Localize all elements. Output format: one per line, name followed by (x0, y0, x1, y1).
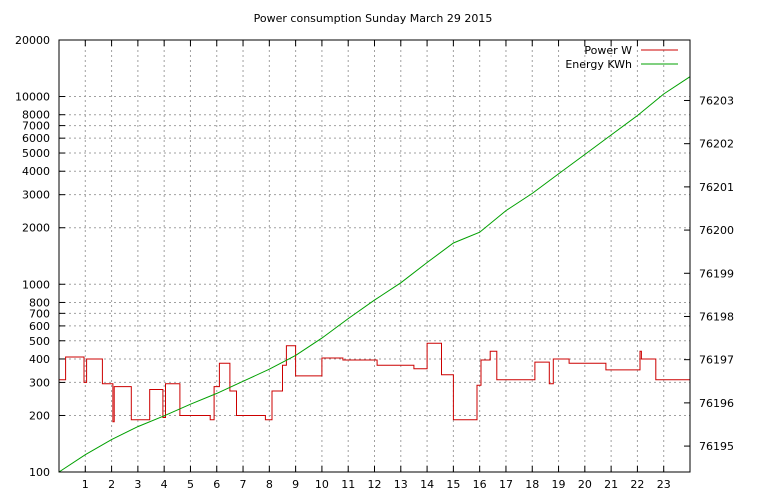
series-line-1 (59, 342, 690, 423)
y-left-tick-label: 20000 (15, 34, 50, 47)
x-tick-label: 12 (368, 478, 382, 491)
y-left-tick-label: 10000 (15, 91, 50, 104)
x-tick-label: 3 (134, 478, 141, 491)
x-tick-label: 4 (161, 478, 168, 491)
x-tick-label: 8 (266, 478, 273, 491)
grid-layer (59, 40, 690, 472)
y-left-tick-label: 100 (29, 466, 50, 479)
y-right-tick-label: 76203 (699, 94, 734, 107)
y-right-tick-label: 76195 (699, 440, 734, 453)
legend-label: Power W (584, 44, 632, 57)
y-right-tick-label: 76196 (699, 397, 734, 410)
x-tick-label: 5 (187, 478, 194, 491)
series-line-2 (58, 76, 691, 473)
x-tick-label: 6 (213, 478, 220, 491)
y-left-tick-label: 800 (29, 296, 50, 309)
x-tick-label: 14 (420, 478, 434, 491)
y-left-tick-label: 6000 (22, 132, 50, 145)
x-tick-label: 9 (292, 478, 299, 491)
x-tick-label: 13 (394, 478, 408, 491)
legend-label: Energy KWh (565, 58, 632, 71)
y-right-tick-label: 76197 (699, 354, 734, 367)
x-tick-label: 21 (604, 478, 618, 491)
x-tick-label: 16 (473, 478, 487, 491)
x-tick-label: 1 (82, 478, 89, 491)
x-tick-label: 22 (630, 478, 644, 491)
y-right-tick-label: 76201 (699, 181, 734, 194)
x-tick-label: 19 (552, 478, 566, 491)
chart-title: Power consumption Sunday March 29 2015 (254, 12, 493, 25)
y-left-tick-label: 7000 (22, 120, 50, 133)
x-tick-label: 17 (499, 478, 513, 491)
x-tick-label: 15 (446, 478, 460, 491)
y-left-tick-label: 500 (29, 335, 50, 348)
y-left-tick-label: 4000 (22, 165, 50, 178)
y-left-tick-label: 3000 (22, 189, 50, 202)
x-tick-label: 7 (240, 478, 247, 491)
x-tick-label: 11 (341, 478, 355, 491)
y-right-tick-label: 76200 (699, 224, 734, 237)
series-layer (58, 76, 691, 473)
y-left-tick-label: 5000 (22, 147, 50, 160)
y-left-tick-label: 400 (29, 353, 50, 366)
y-left-tick-label: 300 (29, 376, 50, 389)
y-left-tick-label: 2000 (22, 222, 50, 235)
y-right-tick-label: 76198 (699, 310, 734, 323)
x-tick-label: 23 (657, 478, 671, 491)
x-tick-label: 18 (525, 478, 539, 491)
x-tick-label: 10 (315, 478, 329, 491)
y-left-tick-label: 200 (29, 409, 50, 422)
plot-frame (58, 39, 691, 473)
y-right-tick-label: 76202 (699, 138, 734, 151)
x-tick-label: 20 (578, 478, 592, 491)
axes-layer: 1 2 3 4 5 6 7 8 9 10 11 12 13 14 15 16 17 18 19 20 21 22 23100… (15, 34, 734, 491)
y-left-tick-label: 8000 (22, 109, 50, 122)
y-left-tick-label: 1000 (22, 278, 50, 291)
y-left-tick-label: 600 (29, 320, 50, 333)
x-tick-label: 2 (108, 478, 115, 491)
y-left-tick-label: 700 (29, 307, 50, 320)
y-right-tick-label: 76199 (699, 267, 734, 280)
